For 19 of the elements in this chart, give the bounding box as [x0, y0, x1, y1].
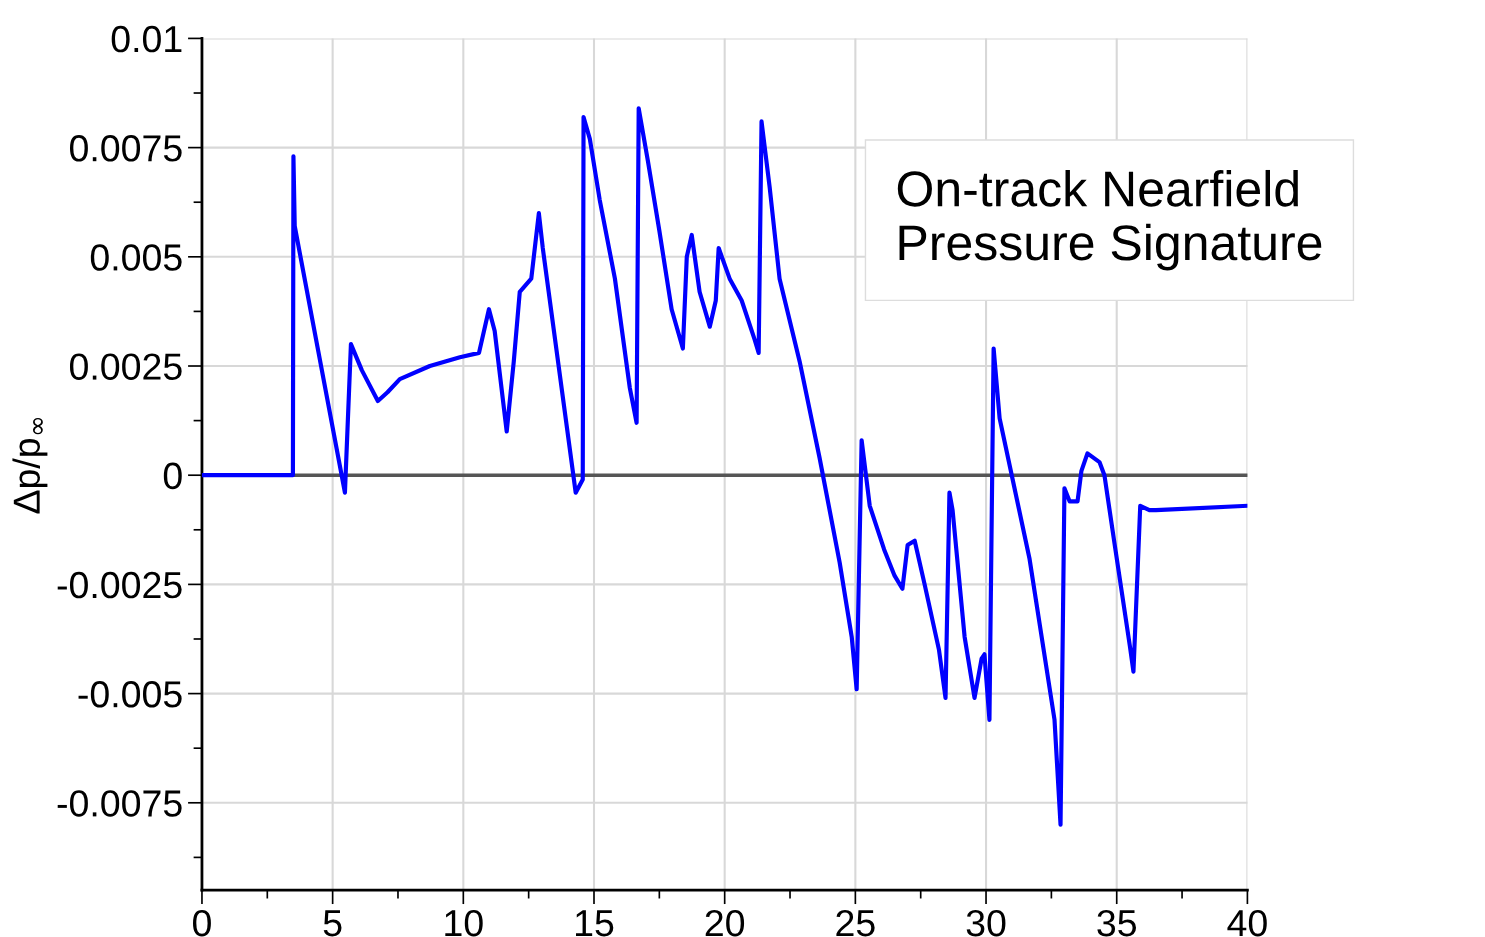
- y-tick-label: -0.005: [78, 681, 182, 708]
- x-tick-label: 20: [705, 909, 745, 937]
- y-tick-label: 0.0025: [69, 353, 182, 380]
- x-tick-label: 35: [1097, 909, 1137, 937]
- x-tick-label: 15: [576, 910, 614, 937]
- x-tick-label: 30: [966, 909, 1006, 937]
- x-tick-label: 10: [445, 909, 483, 937]
- y-tick-label: -0.0075: [57, 790, 182, 817]
- y-tick-label: 0.0075: [69, 135, 182, 162]
- y-tick-label: 0.005: [90, 244, 182, 271]
- text: On-track Nearfield Pressure Signature: [897, 169, 1322, 271]
- y-tick-label: 0.01: [111, 25, 182, 53]
- y-tick-label: 0: [163, 462, 182, 490]
- x-tick-label: 5: [323, 910, 342, 937]
- x-tick-label: 0: [193, 909, 211, 937]
- x-tick-label: 40: [1227, 909, 1267, 937]
- y-axis-title: Δp/p$_{∞}$: [12, 417, 48, 514]
- y-tick-label: -0.0025: [57, 571, 182, 599]
- x-tick-label: 25: [836, 909, 875, 937]
